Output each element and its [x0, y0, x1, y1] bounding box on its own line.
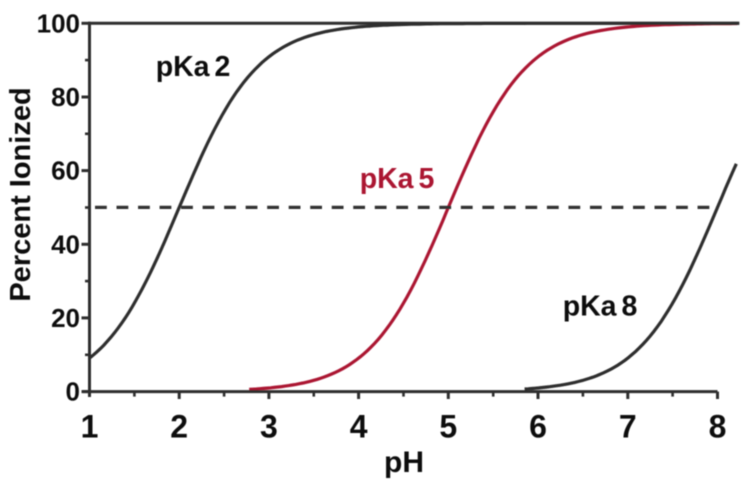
svg-text:5: 5: [439, 409, 457, 445]
svg-text:20: 20: [51, 303, 80, 333]
svg-text:1: 1: [81, 409, 99, 445]
svg-text:60: 60: [51, 156, 80, 186]
svg-text:80: 80: [51, 82, 80, 112]
svg-text:pH: pH: [384, 446, 424, 479]
svg-text:pKa 5: pKa 5: [360, 163, 435, 195]
svg-text:4: 4: [350, 409, 368, 445]
svg-text:7: 7: [619, 409, 637, 445]
svg-text:6: 6: [529, 409, 547, 445]
svg-text:2: 2: [170, 409, 188, 445]
svg-text:Percent Ionized: Percent Ionized: [5, 87, 37, 301]
svg-text:8: 8: [709, 409, 727, 445]
svg-text:3: 3: [260, 409, 278, 445]
svg-text:pKa 8: pKa 8: [563, 291, 638, 323]
svg-text:100: 100: [37, 8, 80, 38]
svg-text:pKa 2: pKa 2: [156, 51, 231, 83]
svg-text:0: 0: [66, 377, 80, 407]
svg-text:40: 40: [51, 229, 80, 259]
